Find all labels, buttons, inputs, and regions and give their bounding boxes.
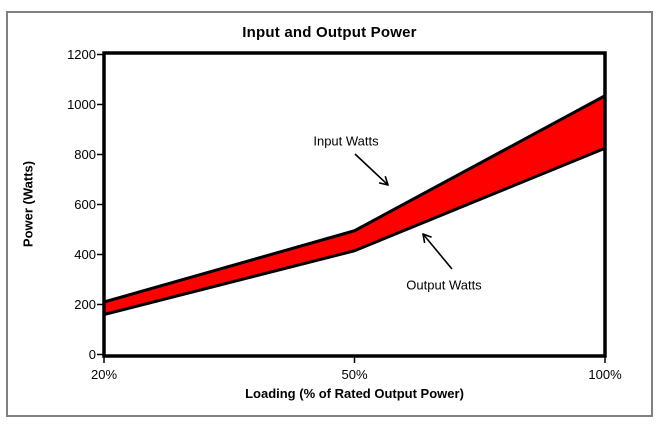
- figure-border: [6, 11, 653, 417]
- x-axis-label: Loading (% of Rated Output Power): [245, 386, 464, 401]
- y-tick-label: 200: [74, 297, 96, 312]
- input-watts-arrow: [354, 153, 388, 185]
- y-tick-label: 800: [74, 147, 96, 162]
- y-tick-label: 600: [74, 197, 96, 212]
- x-tick-label: 50%: [341, 367, 368, 382]
- y-tick-label: 1200: [67, 47, 96, 62]
- y-tick-label: 0: [88, 347, 96, 362]
- x-tick-label: 100%: [588, 367, 622, 382]
- input-watts-annotation: Input Watts: [313, 133, 379, 149]
- input-watts-line: [103, 94, 606, 304]
- plot-border: [102, 51, 607, 358]
- chart-title: Input and Output Power: [242, 24, 417, 41]
- band-fill: [104, 95, 605, 315]
- y-tick-label: 400: [74, 247, 96, 262]
- y-tick-label: 1000: [67, 97, 96, 112]
- output-watts-annotation: Output Watts: [406, 277, 482, 293]
- output-watts-line: [103, 146, 606, 316]
- x-tick-label: 20%: [90, 367, 118, 382]
- output-watts-arrow: [423, 234, 453, 270]
